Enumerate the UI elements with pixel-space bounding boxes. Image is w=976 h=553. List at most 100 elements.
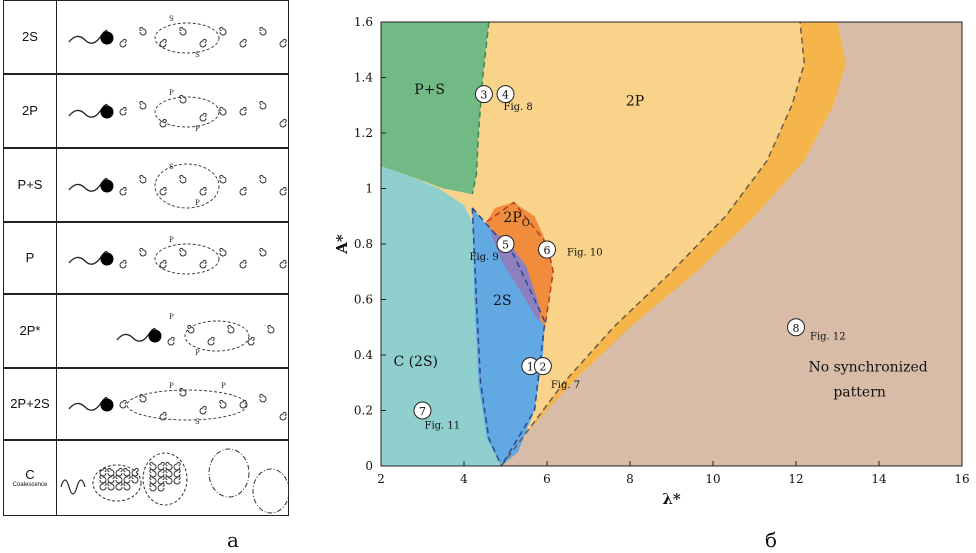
- case-marker: [496, 85, 515, 104]
- oscillating-wire: [60, 479, 86, 495]
- case-marker: [413, 401, 432, 420]
- vortex-glyph: [159, 38, 167, 48]
- x-axis-label: λ*: [662, 490, 681, 508]
- vortex-glyph: [123, 481, 131, 491]
- case-marker: [474, 85, 493, 104]
- vortex-glyph: [139, 174, 147, 184]
- panel-b-caption: б: [765, 528, 778, 552]
- cylinder-body: [100, 252, 114, 266]
- vortex-glyph: [139, 26, 147, 36]
- vortex-glyph: [207, 336, 215, 346]
- y-tick-label: 0.4: [354, 348, 373, 362]
- vortex-group-loop: [154, 96, 220, 128]
- vortex-glyph: [119, 259, 127, 269]
- mode-row: C Coalescence: [3, 440, 289, 516]
- vortex-glyph: [119, 186, 127, 196]
- mode-label-text: 2P*: [19, 323, 41, 339]
- label-c-2s: C (2S): [393, 354, 438, 370]
- vortex-group-loop: [184, 320, 250, 352]
- case-number: 8: [793, 322, 800, 335]
- vortex-glyph: [107, 467, 115, 477]
- vortex-type-mark: P: [195, 349, 200, 357]
- cylinder-body: [100, 105, 114, 119]
- cylinder-body: [148, 329, 162, 343]
- mode-sketch: PP: [68, 89, 287, 133]
- vortex-glyph: [239, 106, 247, 116]
- vortex-type-mark: P: [195, 125, 200, 133]
- vortex-glyph: [159, 411, 167, 421]
- vortex-type-mark: P: [169, 382, 174, 390]
- vortex-glyph: [267, 324, 275, 334]
- mode-sketch: [60, 448, 289, 514]
- vortex-type-mark: S: [195, 418, 200, 426]
- y-axis-label: A*: [333, 234, 351, 255]
- x-tick-label: 10: [705, 472, 720, 486]
- mode-row: 2P+2S P S P: [3, 368, 289, 440]
- vortex-glyph: [219, 26, 227, 36]
- vortex-glyph: [119, 106, 127, 116]
- y-tick-label: 1.2: [354, 126, 373, 140]
- panel-a-caption: a: [227, 528, 239, 552]
- vortex-glyph: [279, 38, 287, 48]
- cylinder-body: [100, 398, 114, 412]
- cylinder-body: [100, 31, 114, 45]
- vortex-glyph: [239, 399, 247, 409]
- vortex-glyph: [159, 118, 167, 128]
- vortex-glyph: [123, 467, 131, 477]
- vortex-glyph: [107, 481, 115, 491]
- vortex-type-mark: P: [169, 236, 174, 244]
- case-marker: [787, 318, 805, 337]
- vortex-glyph: [123, 474, 131, 484]
- oscillating-wire: [68, 396, 109, 411]
- oscillating-wire: [68, 29, 109, 44]
- vortex-group-loop: [126, 389, 248, 421]
- mode-label: P+S: [4, 149, 57, 221]
- case-marker: [496, 235, 515, 253]
- vortex-type-mark: S: [169, 163, 174, 171]
- boundary-p-plus-s: [471, 22, 490, 195]
- vortex-glyph: [219, 399, 227, 409]
- x-tick-label: 2: [377, 472, 385, 486]
- mode-label-text: 2P: [22, 103, 38, 119]
- figure-reference: Fig. 9: [470, 252, 499, 263]
- cylinder-body: [100, 179, 114, 193]
- mode-label: 2P*: [4, 295, 57, 367]
- y-tick-label: 0.8: [354, 237, 373, 251]
- x-tick-label: 6: [543, 472, 551, 486]
- mode-label-text: 2P+2S: [10, 396, 50, 412]
- mode-sketch: P: [68, 236, 287, 275]
- y-tick-label: 0.2: [354, 404, 373, 418]
- plot-regions: [381, 22, 962, 466]
- y-tick-label: 1: [365, 182, 373, 196]
- vortex-glyph: [139, 100, 147, 110]
- vortex-glyph: [159, 259, 167, 269]
- vortex-glyph: [219, 106, 227, 116]
- case-number: 7: [419, 405, 426, 418]
- mode-sublabel: Coalescence: [12, 481, 48, 488]
- label-2p-o-subscript: O: [522, 218, 530, 229]
- vortex-glyph: [99, 474, 107, 484]
- case-number: 4: [502, 89, 509, 102]
- oscillating-wire: [116, 327, 157, 342]
- vortex-glyph: [139, 247, 147, 257]
- vortex-glyph: [279, 259, 287, 269]
- vortex-glyph: [115, 467, 123, 477]
- mode-row: 2P* P P: [3, 294, 289, 368]
- oscillating-wire: [68, 250, 109, 265]
- mode-label: C Coalescence: [4, 441, 57, 515]
- vortex-glyph: [239, 186, 247, 196]
- vortex-glyph: [279, 411, 287, 421]
- coalesced-vortex: [252, 468, 289, 514]
- vortex-glyph: [115, 481, 123, 491]
- vortex-glyph: [107, 474, 115, 484]
- figure-reference: Fig. 10: [567, 248, 603, 259]
- vortex-glyph: [227, 324, 235, 334]
- mode-label-text: P+S: [17, 177, 43, 193]
- vortex-group-loop: [154, 243, 220, 275]
- vortex-type-mark: P: [169, 313, 174, 321]
- mode-sketch: SP: [68, 163, 287, 209]
- x-tick-label: 16: [954, 472, 969, 486]
- coalesced-vortex: [92, 464, 142, 502]
